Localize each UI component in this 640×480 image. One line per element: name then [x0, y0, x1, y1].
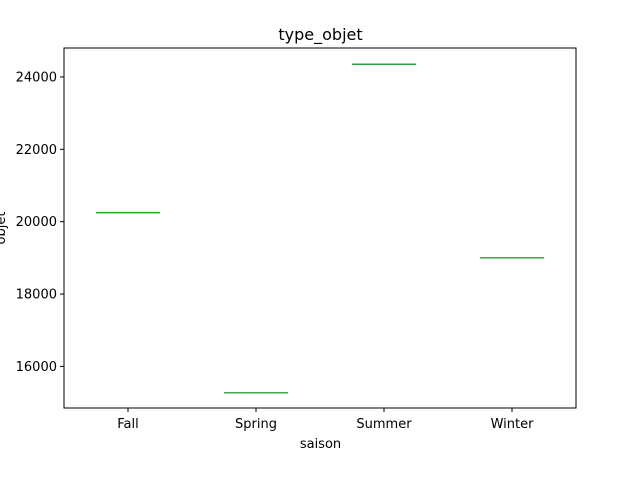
y-tick-label: 22000 — [16, 143, 57, 158]
x-tick-label-spring: Spring — [235, 417, 277, 432]
y-tick-label: 16000 — [16, 360, 57, 375]
x-tick-label-summer: Summer — [356, 417, 412, 432]
x-tick-label-fall: Fall — [117, 417, 138, 432]
plot-frame — [63, 47, 577, 409]
x-axis-label: saison — [300, 437, 341, 452]
y-tick-label: 24000 — [16, 70, 57, 85]
chart-title: type_objet — [278, 25, 362, 45]
y-tick-label: 20000 — [16, 215, 57, 230]
y-tick-label: 18000 — [16, 288, 57, 303]
x-tick-label-winter: Winter — [491, 417, 535, 432]
y-axis-label: objet — [0, 212, 9, 245]
plot-area: 16000 18000 20000 22000 24000 Fall Spring Summe… — [16, 47, 577, 432]
